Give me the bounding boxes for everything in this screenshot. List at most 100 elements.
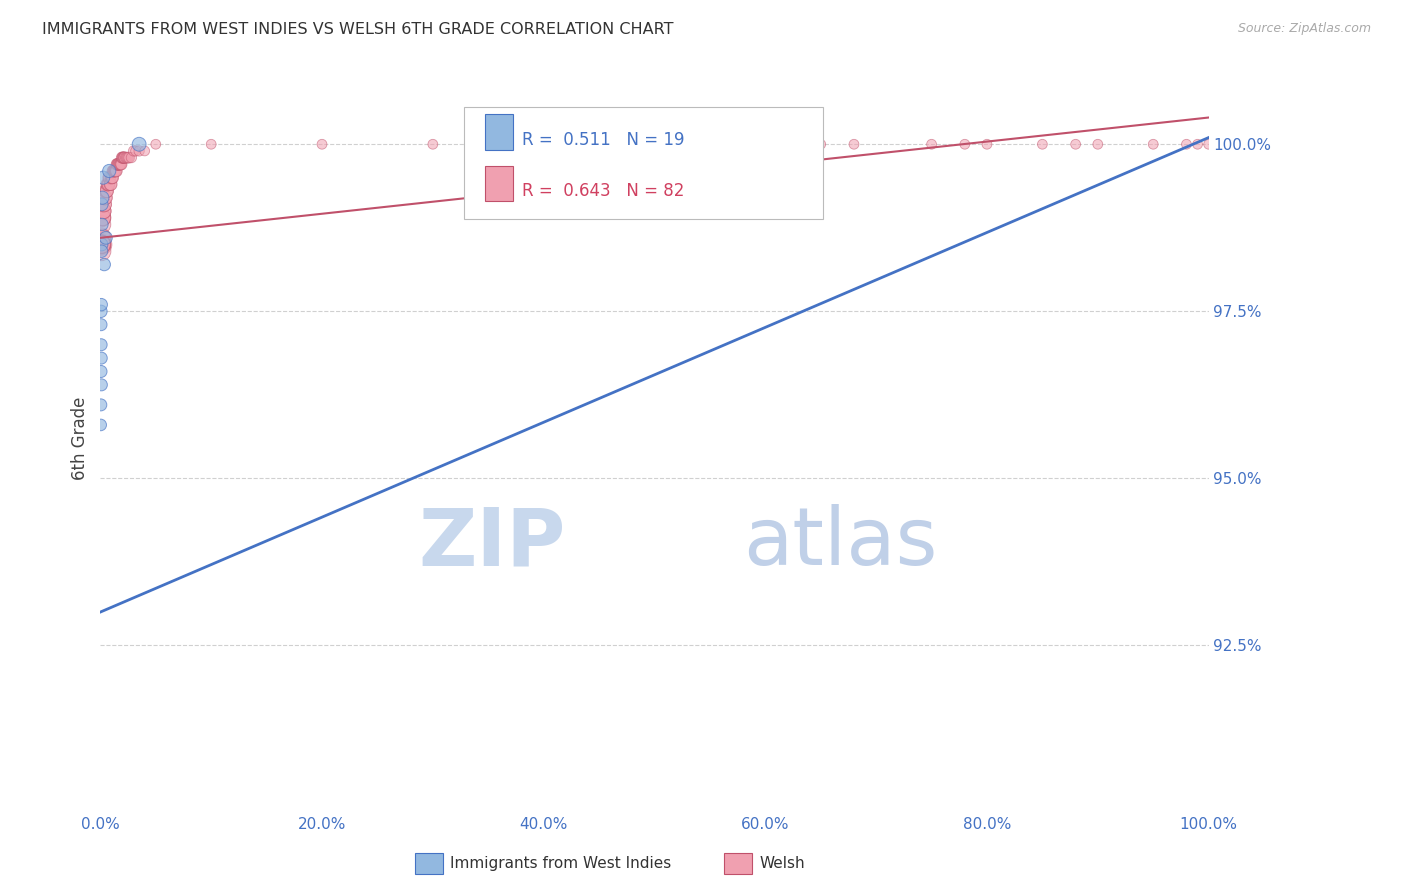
Point xyxy=(101,170,124,185)
Point xyxy=(128,144,150,158)
Point xyxy=(90,244,112,259)
Point xyxy=(110,157,132,171)
Point xyxy=(91,204,114,219)
Point xyxy=(1087,137,1109,152)
Point xyxy=(90,377,112,392)
Point xyxy=(98,164,121,178)
Point xyxy=(118,151,141,165)
Point xyxy=(91,211,114,225)
Point xyxy=(90,237,112,252)
Point xyxy=(134,144,156,158)
Point xyxy=(91,170,114,185)
Point xyxy=(810,137,832,152)
Point xyxy=(115,151,138,165)
Text: atlas: atlas xyxy=(744,504,938,582)
Point xyxy=(97,178,120,192)
Point xyxy=(588,137,610,152)
Point xyxy=(103,164,125,178)
Point xyxy=(108,157,131,171)
Point xyxy=(104,164,127,178)
Point xyxy=(122,144,145,158)
Point xyxy=(90,417,112,432)
Point xyxy=(98,178,121,192)
Point xyxy=(93,258,115,272)
Point xyxy=(90,237,112,252)
Point xyxy=(101,170,124,185)
Point xyxy=(93,197,115,211)
Point xyxy=(114,151,136,165)
Point xyxy=(107,157,129,171)
Point xyxy=(104,164,127,178)
Point xyxy=(104,164,127,178)
Point xyxy=(91,191,114,205)
Text: R =  0.511   N = 19: R = 0.511 N = 19 xyxy=(522,131,685,149)
Point xyxy=(90,298,112,312)
Point xyxy=(90,237,112,252)
Point xyxy=(1175,137,1198,152)
Point xyxy=(93,197,115,211)
Point xyxy=(90,204,112,219)
Point xyxy=(103,164,125,178)
Y-axis label: 6th Grade: 6th Grade xyxy=(72,397,89,480)
Point xyxy=(97,178,120,192)
Point xyxy=(90,398,112,412)
Point xyxy=(422,137,444,152)
Point xyxy=(96,184,118,198)
Point xyxy=(1198,137,1220,152)
Point xyxy=(90,237,112,252)
Text: Welsh: Welsh xyxy=(759,856,804,871)
Text: IMMIGRANTS FROM WEST INDIES VS WELSH 6TH GRADE CORRELATION CHART: IMMIGRANTS FROM WEST INDIES VS WELSH 6TH… xyxy=(42,22,673,37)
Point xyxy=(101,164,124,178)
Point xyxy=(90,364,112,378)
Point xyxy=(107,157,129,171)
Point xyxy=(108,157,131,171)
Point xyxy=(1187,137,1209,152)
Point xyxy=(107,157,129,171)
Point xyxy=(90,197,112,211)
Point xyxy=(94,184,117,198)
Point xyxy=(90,304,112,318)
Point xyxy=(125,144,148,158)
Point xyxy=(96,178,118,192)
Text: Immigrants from West Indies: Immigrants from West Indies xyxy=(450,856,671,871)
Point xyxy=(112,151,135,165)
Point xyxy=(90,318,112,332)
Point xyxy=(112,151,135,165)
Point xyxy=(91,211,114,225)
Point xyxy=(145,137,167,152)
Text: Source: ZipAtlas.com: Source: ZipAtlas.com xyxy=(1237,22,1371,36)
Point xyxy=(842,137,865,152)
Point xyxy=(1064,137,1087,152)
Point xyxy=(100,170,122,185)
Point xyxy=(90,231,112,245)
Point xyxy=(93,204,115,219)
Point xyxy=(976,137,998,152)
Point xyxy=(96,184,118,198)
Point xyxy=(90,237,112,252)
Point xyxy=(953,137,976,152)
Point xyxy=(90,337,112,351)
Point xyxy=(117,151,139,165)
Point xyxy=(128,137,150,152)
Point xyxy=(90,218,112,232)
Point xyxy=(94,191,117,205)
Point xyxy=(110,157,132,171)
Point xyxy=(94,231,117,245)
Point xyxy=(100,178,122,192)
Point xyxy=(98,170,121,185)
Point xyxy=(91,231,114,245)
Point xyxy=(699,137,721,152)
Point xyxy=(105,164,128,178)
Point xyxy=(112,151,135,165)
Point xyxy=(90,211,112,225)
Point xyxy=(111,151,134,165)
Text: ZIP: ZIP xyxy=(419,504,565,582)
Point xyxy=(105,157,128,171)
Point xyxy=(111,151,134,165)
Point xyxy=(90,244,112,259)
Point xyxy=(1142,137,1164,152)
Point xyxy=(98,170,121,185)
Point xyxy=(90,237,112,252)
Point xyxy=(200,137,222,152)
Text: R =  0.643   N = 82: R = 0.643 N = 82 xyxy=(522,182,683,200)
